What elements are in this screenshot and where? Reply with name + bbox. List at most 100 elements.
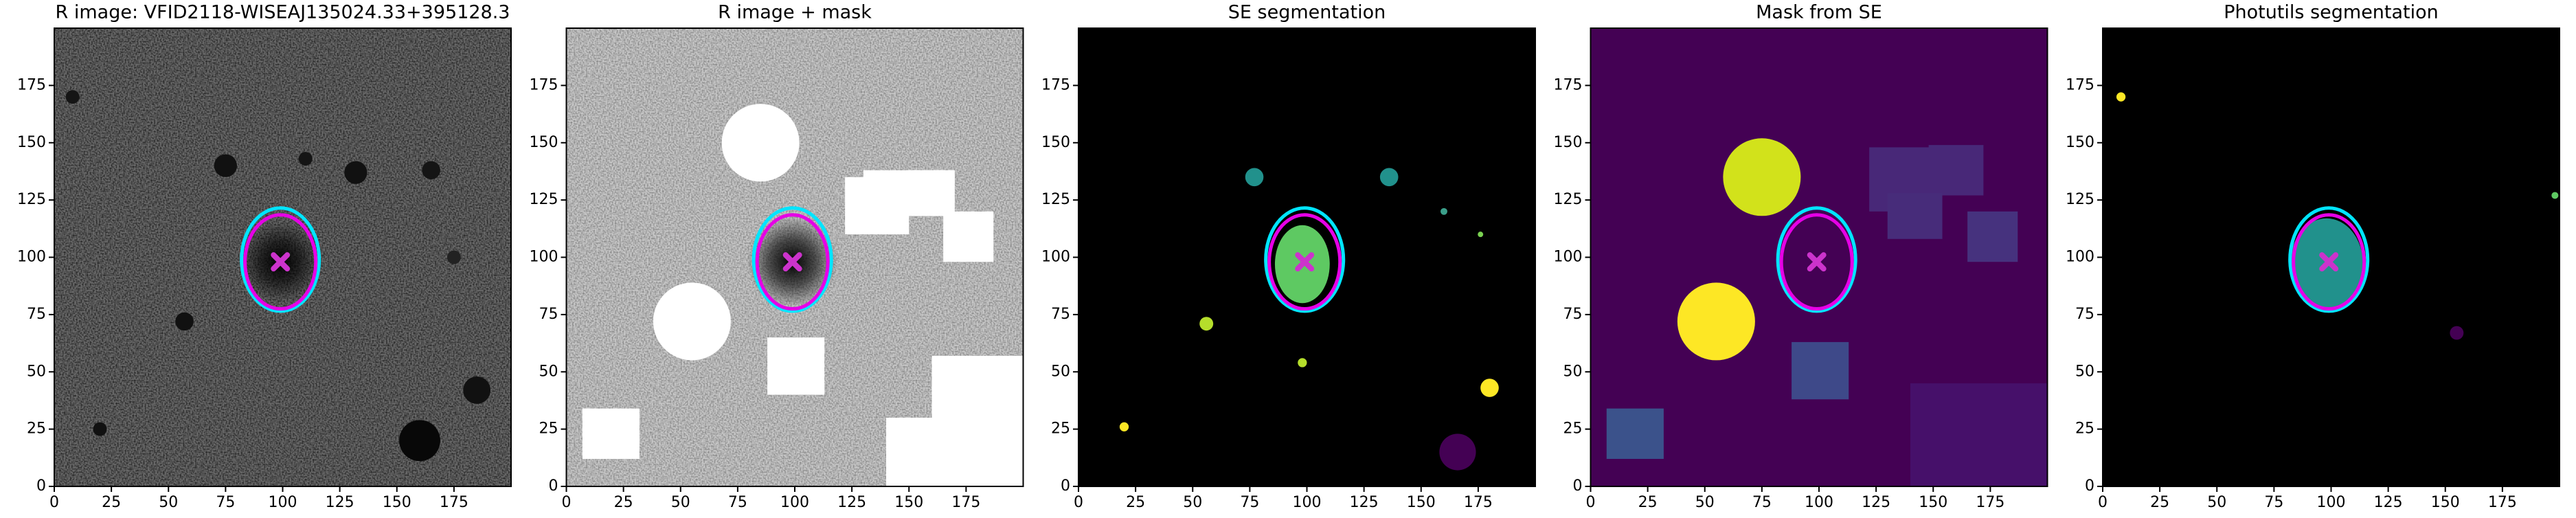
panel-title: R image: VFID2118-WISEAJ135024.33+395128… (56, 2, 510, 23)
image (1078, 28, 1535, 486)
y-tick-label: 125 (2066, 191, 2094, 208)
y-tick-label: 50 (27, 363, 46, 380)
aperture-ellipse (2288, 206, 2370, 313)
y-tick-label: 150 (1041, 134, 1070, 151)
y-tick-label: 0 (549, 477, 558, 495)
center-marker (2319, 252, 2339, 272)
y-tick-label: 0 (1573, 477, 1583, 495)
x-tick-label: 175 (1976, 494, 2004, 511)
x-tick-label: 75 (2264, 494, 2283, 511)
x-tick-label: 0 (1074, 494, 1083, 511)
image-region (344, 161, 368, 184)
x-tick-label: 25 (1638, 494, 1658, 511)
x-tick-label: 100 (269, 494, 297, 511)
y-tick-label: 0 (1061, 477, 1070, 495)
y-tick-label: 50 (1051, 363, 1070, 380)
y-tick-label: 125 (17, 191, 46, 208)
y-tick-label: 50 (1563, 363, 1583, 380)
aperture-ellipse (755, 213, 830, 311)
x-tick-label: 150 (894, 494, 923, 511)
image-region (463, 376, 491, 404)
image-region (1439, 433, 1476, 471)
x-tick-label: 150 (1407, 494, 1436, 511)
x-tick-label: 125 (326, 494, 354, 511)
y-tick-label: 25 (27, 420, 46, 438)
aperture-ellipse (752, 206, 833, 313)
image-region (1677, 282, 1755, 361)
y-tick-label: 25 (1563, 420, 1583, 438)
image-region (1910, 383, 2048, 486)
y-tick-label: 75 (539, 306, 558, 323)
y-tick-label: 0 (2085, 477, 2094, 495)
panel: 0 25 50 75 100 125 150 175 0 25 50 75 100 125 150 175 Ph… (2066, 2, 2560, 511)
x-tick-label: 0 (2098, 494, 2108, 511)
image-region (943, 211, 994, 262)
y-tick-label: 100 (1041, 249, 1070, 266)
image-region (1723, 138, 1801, 216)
image-region (582, 408, 640, 459)
image-region (2116, 92, 2126, 102)
image-region (1606, 408, 1664, 459)
x-tick-label: 150 (383, 494, 411, 511)
y-tick-label: 100 (17, 249, 46, 266)
x-tick-label: 0 (49, 494, 59, 511)
center-marker (1807, 252, 1827, 272)
x-tick-label: 150 (1919, 494, 1947, 511)
image (566, 28, 1024, 486)
panel: 0 25 50 75 100 125 150 175 0 25 50 75 100 125 150 175 Ma… (1554, 2, 2048, 511)
aperture-ellipse (243, 213, 318, 311)
image-region (653, 282, 731, 361)
image-region (1887, 193, 1943, 239)
x-tick-label: 25 (102, 494, 121, 511)
image-region (1245, 168, 1264, 187)
image-region (2450, 326, 2464, 340)
x-tick-label: 175 (2488, 494, 2517, 511)
x-tick-label: 75 (1752, 494, 1772, 511)
y-tick-label: 25 (539, 420, 558, 438)
image (2103, 28, 2560, 486)
image-region (1199, 317, 1214, 331)
panel: 0 25 50 75 100 125 150 175 0 25 50 75 100 125 150 175 R … (17, 2, 512, 511)
aperture-ellipse (2292, 213, 2366, 311)
x-tick-label: 50 (159, 494, 178, 511)
y-tick-label: 175 (1554, 76, 1583, 93)
y-tick-label: 175 (2066, 76, 2094, 93)
x-tick-label: 175 (1464, 494, 1493, 511)
x-tick-label: 75 (728, 494, 747, 511)
y-tick-label: 100 (530, 249, 558, 266)
x-tick-label: 25 (1126, 494, 1145, 511)
y-tick-label: 50 (2075, 363, 2094, 380)
image-region (1440, 207, 1447, 215)
center-marker (1295, 252, 1315, 272)
panel-title: SE segmentation (1228, 2, 1386, 23)
y-tick-label: 50 (539, 363, 558, 380)
image (54, 28, 511, 486)
x-tick-label: 75 (1240, 494, 1259, 511)
image-region (721, 104, 800, 182)
panel-title: Photutils segmentation (2224, 2, 2439, 23)
y-tick-label: 75 (27, 306, 46, 323)
y-tick-label: 125 (1041, 191, 1070, 208)
y-tick-label: 100 (1554, 249, 1583, 266)
panel: 0 25 50 75 100 125 150 175 0 25 50 75 100 125 150 175 R … (530, 2, 1024, 511)
panel: 0 25 50 75 100 125 150 175 0 25 50 75 100 125 150 175 SE… (1041, 2, 1536, 511)
image-region (399, 420, 440, 462)
image-region (909, 170, 955, 212)
aperture-ellipse (1264, 206, 1346, 313)
image-region (1379, 168, 1399, 187)
image-region (1478, 232, 1484, 238)
y-tick-label: 25 (2075, 420, 2094, 438)
x-tick-label: 50 (2207, 494, 2226, 511)
y-tick-label: 75 (1563, 306, 1583, 323)
x-tick-label: 175 (440, 494, 468, 511)
y-tick-label: 75 (1051, 306, 1070, 323)
image-region (1792, 341, 1849, 400)
y-tick-label: 0 (36, 477, 46, 495)
image-region (1928, 145, 1984, 196)
y-tick-label: 75 (2075, 306, 2094, 323)
y-tick-label: 175 (530, 76, 558, 93)
x-tick-label: 0 (1586, 494, 1596, 511)
x-tick-label: 0 (562, 494, 572, 511)
y-tick-label: 100 (2066, 249, 2094, 266)
